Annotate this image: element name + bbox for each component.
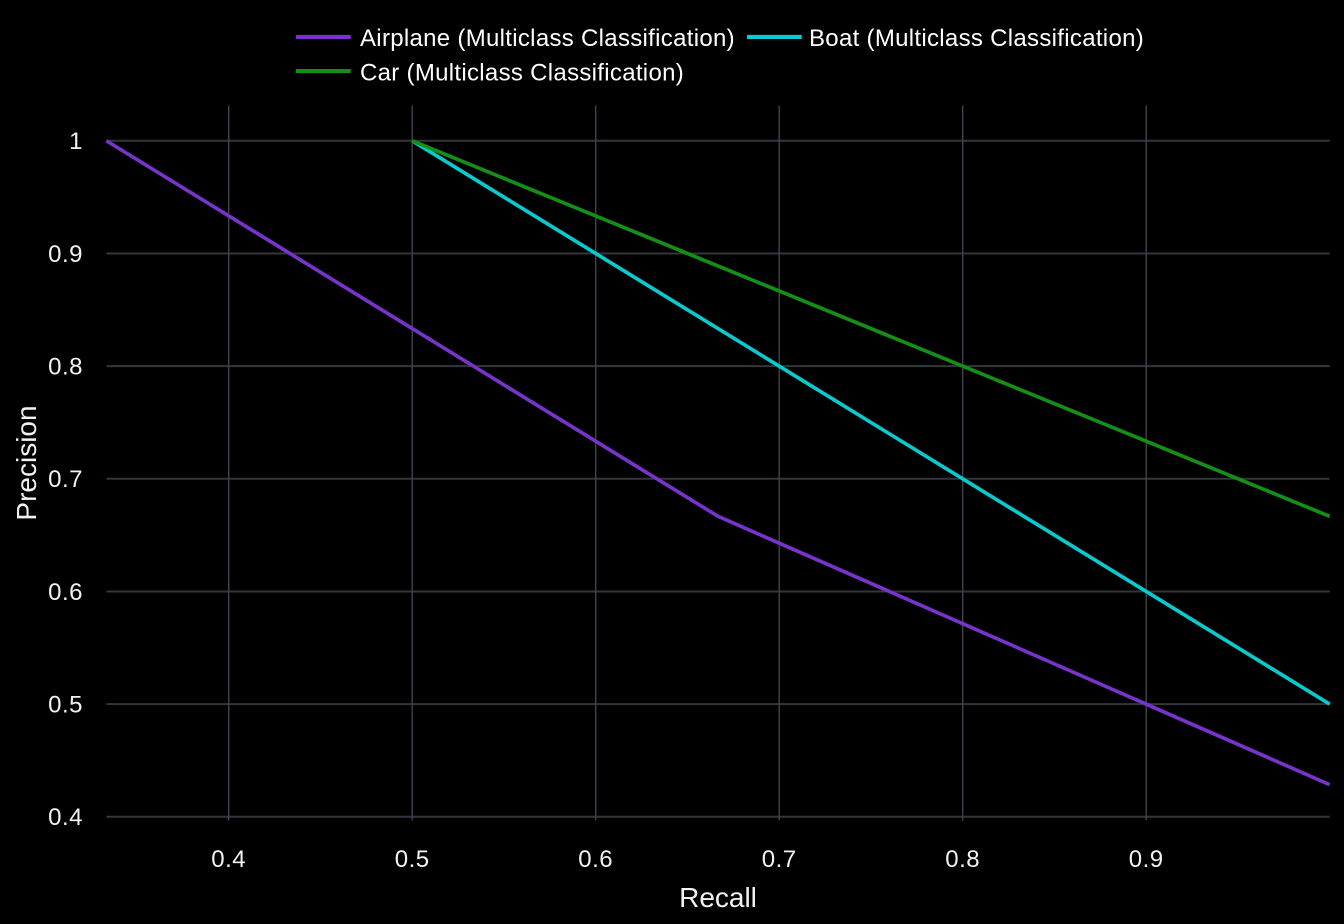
svg-text:Airplane (Multiclass Classific: Airplane (Multiclass Classification) (360, 25, 735, 52)
svg-text:0.6: 0.6 (48, 579, 83, 606)
svg-text:Recall: Recall (679, 882, 757, 913)
svg-text:0.7: 0.7 (48, 466, 83, 493)
svg-text:0.9: 0.9 (48, 241, 83, 268)
svg-text:0.8: 0.8 (48, 354, 83, 381)
svg-text:0.4: 0.4 (211, 846, 246, 873)
svg-text:0.5: 0.5 (395, 846, 430, 873)
svg-text:0.9: 0.9 (1129, 846, 1164, 873)
svg-text:0.6: 0.6 (578, 846, 613, 873)
svg-text:Precision: Precision (11, 405, 42, 520)
svg-text:1: 1 (69, 128, 83, 155)
svg-text:Boat (Multiclass Classificatio: Boat (Multiclass Classification) (809, 25, 1144, 52)
svg-text:Car (Multiclass Classification: Car (Multiclass Classification) (360, 59, 684, 86)
svg-text:0.8: 0.8 (945, 846, 980, 873)
svg-text:0.7: 0.7 (762, 846, 797, 873)
svg-text:0.5: 0.5 (48, 692, 83, 719)
svg-text:0.4: 0.4 (48, 804, 83, 831)
